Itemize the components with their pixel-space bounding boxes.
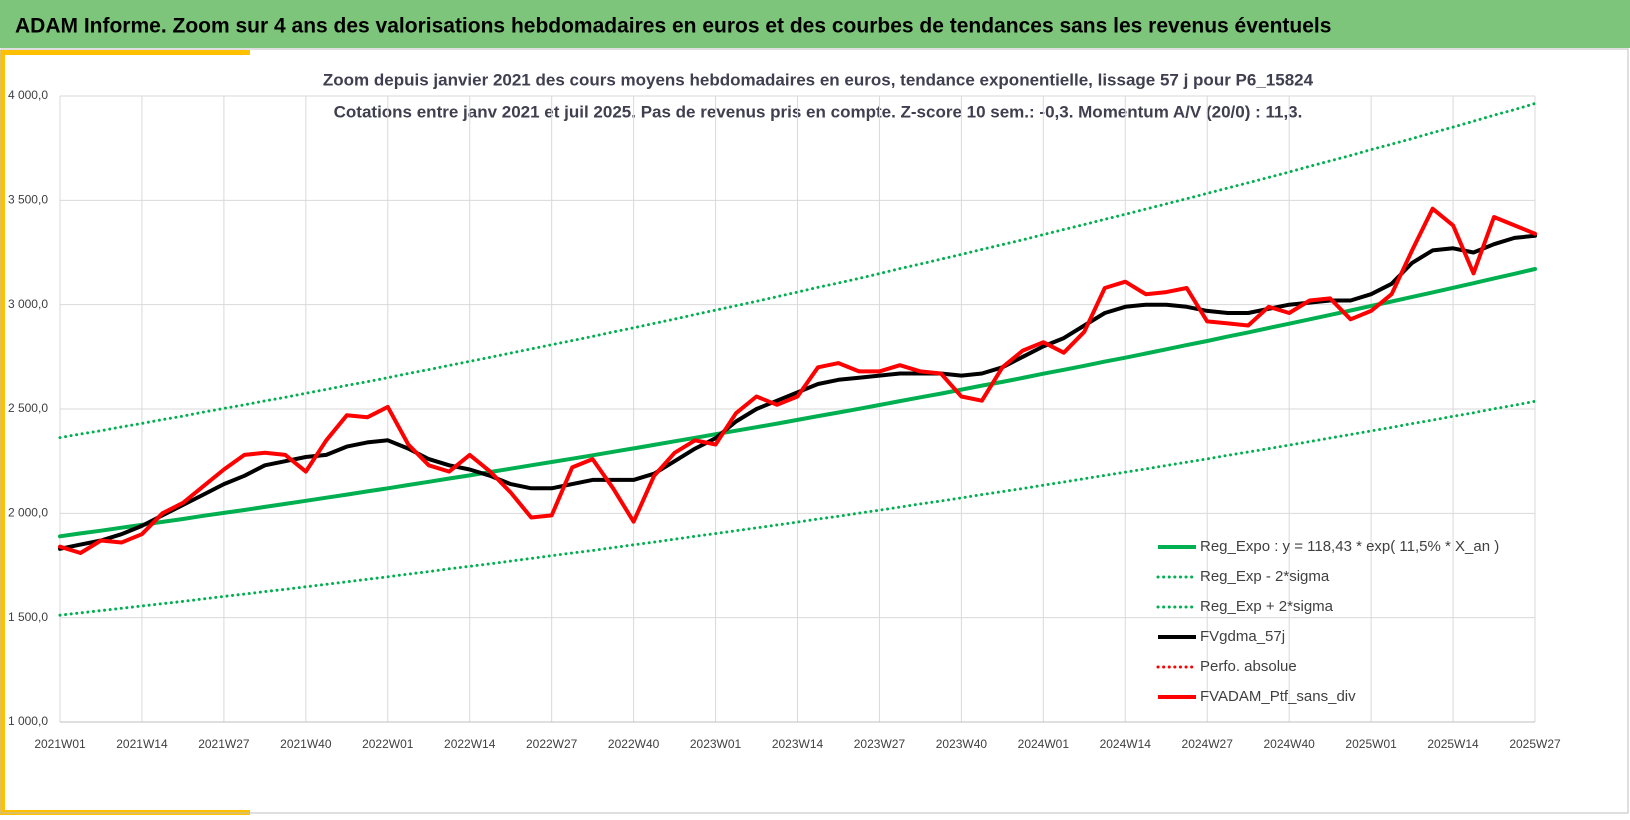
y-tick-label: 3 000,0 (8, 297, 48, 311)
legend-label: FVADAM_Ptf_sans_div (1200, 688, 1356, 705)
header-title: ADAM Informe. Zoom sur 4 ans des valoris… (15, 15, 1331, 38)
x-tick-label: 2025W14 (1427, 737, 1479, 751)
series-line (58, 102, 1537, 440)
accent-top (0, 50, 250, 55)
legend-label: Reg_Exp + 2*sigma (1200, 598, 1334, 615)
x-tick-label: 2023W40 (936, 737, 988, 751)
y-tick-label: 3 500,0 (8, 193, 48, 207)
grid: 1 000,0 1 500,0 2 000,0 2 500,0 3 000,0 3 500… (8, 88, 1561, 751)
x-tick-label: 2025W27 (1509, 737, 1561, 751)
x-tick-label: 2024W27 (1182, 737, 1234, 751)
legend-label: FVgdma_57j (1200, 628, 1285, 645)
series-line (58, 399, 1537, 617)
x-tick-label: 2023W27 (854, 737, 906, 751)
x-tick-label: 2024W01 (1018, 737, 1070, 751)
plot-area (58, 102, 1537, 617)
x-tick-label: 2022W01 (362, 737, 414, 751)
header-bar (0, 0, 1630, 48)
chart-subtitle: Cotations entre janv 2021 et juil 2025. … (334, 102, 1303, 121)
y-tick-label: 1 500,0 (8, 610, 48, 624)
x-tick-label: 2024W14 (1100, 737, 1152, 751)
x-tick-label: 2022W27 (526, 737, 578, 751)
series-line (58, 267, 1537, 539)
x-tick-label: 2021W40 (280, 737, 332, 751)
y-tick-label: 2 000,0 (8, 506, 48, 520)
x-tick-label: 2023W14 (772, 737, 824, 751)
x-tick-label: 2021W27 (198, 737, 250, 751)
legend-label: Reg_Expo : y = 118,43 * exp( 11,5% * X_a… (1200, 538, 1499, 555)
x-tick-label: 2021W14 (116, 737, 168, 751)
chart-title: Zoom depuis janvier 2021 des cours moyen… (323, 70, 1314, 89)
legend: Reg_Expo : y = 118,43 * exp( 11,5% * X_a… (1156, 538, 1499, 705)
x-tick-label: 2025W01 (1345, 737, 1397, 751)
x-tick-label: 2022W40 (608, 737, 660, 751)
series-line (58, 233, 1537, 551)
chart-border (0, 48, 1629, 814)
x-tick-label: 2021W01 (34, 737, 86, 751)
x-tick-label: 2024W40 (1263, 737, 1315, 751)
legend-label: Reg_Exp - 2*sigma (1200, 568, 1330, 585)
x-tick-label: 2023W01 (690, 737, 742, 751)
legend-label: Perfo. absolue (1200, 658, 1297, 675)
accent-left (0, 50, 5, 815)
y-tick-label: 1 000,0 (8, 714, 48, 728)
y-tick-label: 2 500,0 (8, 401, 48, 415)
series-line (58, 206, 1537, 555)
y-tick-label: 4 000,0 (8, 88, 48, 102)
x-tick-label: 2022W14 (444, 737, 496, 751)
